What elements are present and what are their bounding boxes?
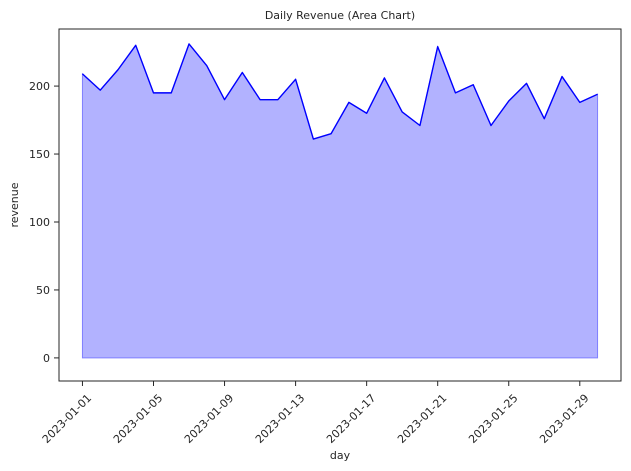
plot-area (81, 42, 599, 359)
series-line-0 (81, 43, 598, 140)
y-axis-label: revenue (8, 182, 21, 227)
y-tick-label: 100 (29, 216, 50, 229)
y-tick-label: 50 (36, 284, 50, 297)
y-axis: 0 50 100 150 200 (29, 80, 59, 365)
y-tick-label: 150 (29, 148, 50, 161)
x-axis-label: day (330, 449, 351, 462)
y-tick-label: 200 (29, 80, 50, 93)
y-tick-label: 0 (43, 352, 50, 365)
plot-frame (58, 28, 622, 382)
chart-title: Daily Revenue (Area Chart) (265, 9, 415, 22)
